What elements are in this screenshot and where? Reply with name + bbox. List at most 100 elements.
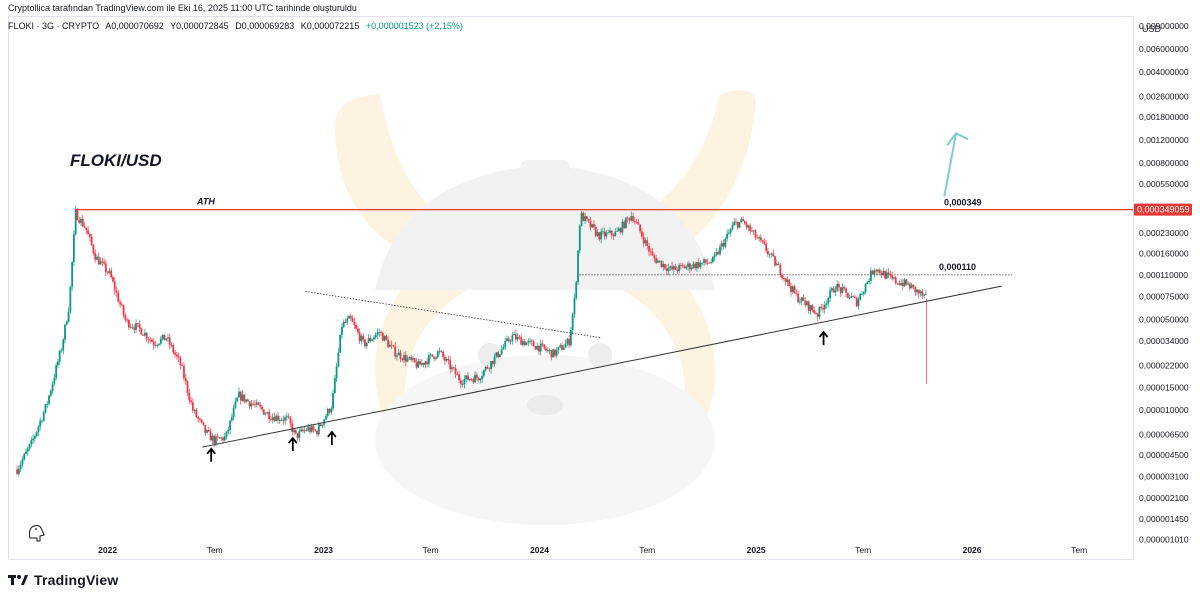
- candle-body: [743, 221, 746, 224]
- candle: [639, 224, 642, 234]
- candle-body: [94, 253, 97, 260]
- candle-body: [332, 393, 334, 409]
- candle: [909, 281, 911, 291]
- candle-body: [420, 362, 423, 365]
- candle: [305, 427, 308, 432]
- candle: [539, 339, 542, 356]
- candle: [197, 415, 200, 423]
- candle-body: [307, 427, 310, 431]
- candle: [33, 434, 36, 443]
- candle-body: [51, 383, 54, 391]
- candle-body: [488, 368, 491, 370]
- candle: [783, 276, 785, 282]
- candle: [101, 257, 104, 267]
- candle-body: [767, 250, 769, 255]
- candle: [749, 223, 752, 235]
- candle-body: [419, 361, 421, 365]
- candle: [655, 254, 658, 265]
- candle: [712, 255, 714, 264]
- candle-body: [23, 453, 26, 460]
- candle-body: [319, 424, 322, 426]
- target-arrow-annotation[interactable]: [943, 132, 969, 197]
- symbol-legend: FLOKI · 3G · CRYPTO A0,000070692 Y0,0000…: [8, 21, 467, 31]
- price-axis-currency[interactable]: USD: [1142, 24, 1162, 34]
- candle-body: [468, 379, 471, 381]
- up-arrow-head: [288, 436, 298, 444]
- support-trendline[interactable]: [202, 285, 1002, 448]
- candle: [117, 289, 120, 303]
- candle-body: [683, 265, 686, 269]
- candle: [603, 228, 606, 240]
- candle: [848, 294, 851, 300]
- candle: [99, 257, 102, 265]
- up-arrow-annotation[interactable]: [327, 430, 337, 445]
- candle: [314, 429, 317, 432]
- candle-body: [443, 357, 446, 361]
- candle: [220, 436, 223, 442]
- candle-body: [254, 404, 256, 406]
- candle: [509, 339, 512, 345]
- up-arrow-annotation[interactable]: [288, 436, 298, 452]
- candle-body: [156, 344, 159, 346]
- tradingview-brand[interactable]: TradingView: [34, 572, 119, 588]
- legend-symbol[interactable]: FLOKI · 3G · CRYPTO: [8, 21, 100, 31]
- candle: [642, 232, 645, 248]
- candle: [616, 227, 618, 232]
- candle: [495, 351, 498, 358]
- candle: [774, 255, 776, 267]
- price-scale-settings-icon[interactable]: [29, 525, 45, 542]
- candle-body: [823, 304, 826, 310]
- candle-body: [589, 220, 592, 228]
- up-arrow-annotation[interactable]: [206, 447, 216, 462]
- candle-body: [873, 270, 876, 275]
- candle-body: [516, 336, 519, 340]
- candle-body: [69, 286, 72, 312]
- candle: [580, 211, 583, 227]
- candle: [578, 224, 581, 254]
- candle: [617, 226, 620, 232]
- candle: [648, 242, 650, 256]
- candle-body: [594, 226, 597, 236]
- candle-body: [696, 262, 698, 269]
- candle: [653, 253, 656, 263]
- candle-body: [630, 216, 633, 221]
- candle: [250, 399, 253, 410]
- candle: [901, 278, 904, 291]
- candle: [365, 342, 368, 349]
- candle-body: [78, 219, 81, 223]
- candle-body: [60, 350, 63, 352]
- ath-price-badge[interactable]: 0,000349059: [1134, 203, 1192, 216]
- candle: [120, 302, 123, 307]
- candle: [477, 377, 480, 383]
- candle: [23, 452, 26, 462]
- candle: [646, 237, 649, 250]
- candle-body: [454, 368, 457, 375]
- candle-body: [836, 284, 839, 291]
- candle-body: [360, 335, 363, 342]
- candle: [138, 320, 141, 332]
- candle: [658, 260, 661, 263]
- candle-body: [759, 237, 762, 241]
- candle-body: [854, 296, 856, 298]
- candle-body: [582, 212, 585, 221]
- candle: [687, 261, 689, 271]
- candle: [108, 268, 111, 275]
- candle-body: [625, 217, 627, 229]
- candle: [914, 286, 917, 296]
- candle: [814, 311, 817, 315]
- candle-body: [712, 256, 714, 263]
- y-tick-label: 0,000001450: [1139, 514, 1189, 524]
- candle: [839, 286, 842, 298]
- candle: [694, 261, 697, 271]
- candle: [818, 306, 821, 320]
- candle: [463, 375, 466, 389]
- up-arrow-annotation[interactable]: [818, 330, 829, 346]
- descending-trendline[interactable]: [305, 291, 602, 339]
- candle: [720, 240, 723, 252]
- candle: [841, 283, 844, 294]
- candle-body: [113, 281, 116, 291]
- candle: [587, 218, 590, 223]
- candle-body: [827, 297, 830, 304]
- candle: [115, 286, 118, 297]
